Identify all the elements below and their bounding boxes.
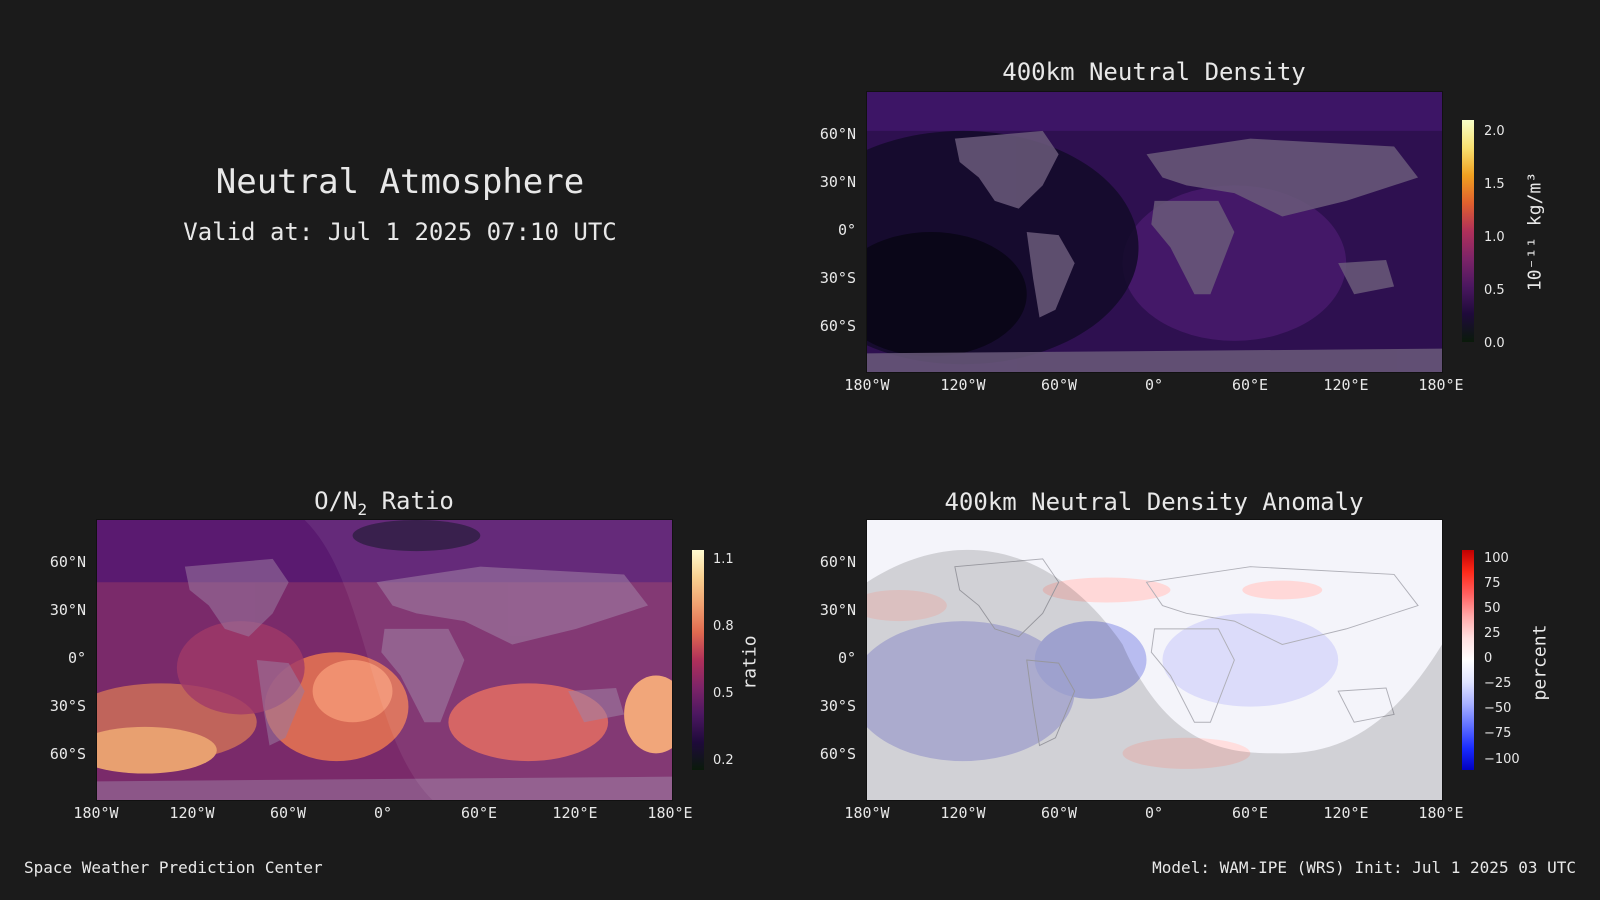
lon-label: 60°E — [460, 804, 498, 822]
lat-label: 60°S — [819, 317, 856, 335]
colorbar-tick: −50 — [1484, 701, 1512, 716]
lon-label: 180°W — [844, 376, 890, 394]
lat-label: 30°N — [819, 601, 856, 619]
colorbar-tick: 1.1 — [713, 552, 734, 567]
lon-label: 120°W — [169, 804, 215, 822]
density-unit-label: 10⁻¹¹ kg/m³ — [1524, 171, 1546, 292]
anomaly-map — [866, 519, 1443, 801]
lat-label: 60°N — [49, 553, 86, 571]
anomaly-colorbar — [1462, 550, 1474, 770]
lat-label: 30°N — [49, 601, 86, 619]
lat-label: 30°S — [49, 697, 86, 715]
lat-label: 60°N — [819, 125, 856, 143]
colorbar-tick: 100 — [1484, 551, 1509, 566]
on2-title: O/N2 Ratio — [96, 487, 672, 519]
anomaly-title: 400km Neutral Density Anomaly — [944, 488, 1364, 516]
page-title: Neutral Atmosphere — [215, 162, 585, 202]
colorbar-tick: 0.8 — [713, 619, 734, 634]
colorbar-tick: 1.0 — [1484, 230, 1505, 245]
colorbar-tick: 0 — [1484, 651, 1493, 666]
on2-map — [96, 519, 673, 801]
colorbar-tick: −25 — [1484, 676, 1512, 691]
colorbar-tick: −100 — [1484, 752, 1520, 767]
lon-label: 0° — [1144, 804, 1164, 822]
colorbar-tick: 25 — [1484, 626, 1501, 641]
lon-label: 0° — [373, 804, 393, 822]
continents — [867, 130, 1442, 372]
footer-model: Model: WAM-IPE (WRS) Init: Jul 1 2025 03… — [1152, 858, 1576, 877]
colorbar-tick: 0.2 — [713, 753, 734, 768]
anomaly-unit-label: percent — [1529, 624, 1551, 701]
lon-label: 60°W — [1040, 376, 1078, 394]
lat-label: 30°S — [819, 269, 856, 287]
density-colorbar — [1462, 120, 1474, 342]
lon-label: 120°E — [1323, 376, 1369, 394]
lon-label: 180°E — [647, 804, 693, 822]
colorbar-tick: 0.5 — [1484, 283, 1505, 298]
lon-label: 60°W — [1040, 804, 1078, 822]
colorbar-tick: 0.0 — [1484, 336, 1505, 351]
lat-label: 0° — [837, 221, 856, 239]
lat-label: 0° — [67, 649, 86, 667]
lat-label: 60°S — [49, 745, 86, 763]
lon-label: 60°E — [1231, 376, 1269, 394]
colorbar-tick: −75 — [1484, 726, 1512, 741]
on2-title-suffix: Ratio — [367, 487, 454, 515]
density-map — [866, 91, 1443, 373]
footer-source: Space Weather Prediction Center — [24, 858, 323, 877]
lat-label: 60°N — [819, 553, 856, 571]
lat-label: 30°N — [819, 173, 856, 191]
continents — [97, 558, 672, 800]
on2-title-subscript: 2 — [357, 499, 368, 519]
lat-label: 60°S — [819, 745, 856, 763]
valid-time: Valid at: Jul 1 2025 07:10 UTC — [183, 218, 617, 246]
lon-label: 120°W — [940, 376, 986, 394]
lon-label: 0° — [1144, 376, 1164, 394]
on2-unit-label: ratio — [739, 635, 761, 690]
lon-label: 180°W — [73, 804, 119, 822]
colorbar-tick: 75 — [1484, 576, 1501, 591]
colorbar-tick: 0.5 — [713, 686, 734, 701]
lon-label: 60°W — [269, 804, 307, 822]
density-title: 400km Neutral Density — [1002, 58, 1306, 86]
colorbar-tick: 2.0 — [1484, 124, 1505, 139]
colorbar-tick: 1.5 — [1484, 177, 1505, 192]
lon-label: 180°E — [1418, 804, 1464, 822]
on2-colorbar — [692, 550, 704, 770]
lat-label: 30°S — [819, 697, 856, 715]
lon-label: 180°W — [844, 804, 890, 822]
lat-label: 0° — [837, 649, 856, 667]
lon-label: 180°E — [1418, 376, 1464, 394]
continent-outlines — [954, 558, 1419, 747]
lon-label: 120°E — [1323, 804, 1369, 822]
colorbar-tick: 50 — [1484, 601, 1501, 616]
on2-title-prefix: O/N — [314, 487, 358, 515]
lon-label: 120°W — [940, 804, 986, 822]
lon-label: 120°E — [552, 804, 598, 822]
lon-label: 60°E — [1231, 804, 1269, 822]
